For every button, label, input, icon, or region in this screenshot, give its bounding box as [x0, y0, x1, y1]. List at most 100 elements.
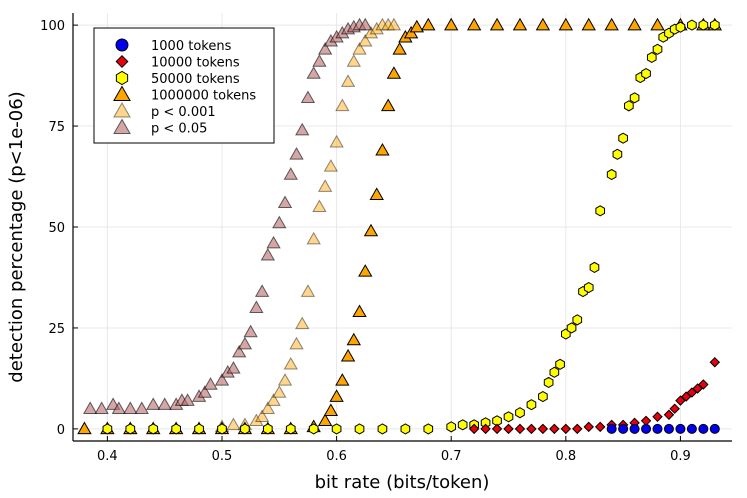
legend-marker	[115, 55, 129, 68]
data-point	[560, 423, 572, 435]
data-point	[687, 19, 697, 31]
data-point	[254, 284, 270, 297]
data-point	[148, 423, 159, 435]
data-point	[489, 17, 505, 31]
x-tick-label: 0.4	[97, 449, 118, 464]
data-point	[646, 51, 657, 63]
data-point	[606, 168, 617, 181]
data-point	[217, 423, 227, 435]
data-point	[444, 17, 459, 31]
data-point	[317, 42, 333, 55]
data-point	[698, 19, 709, 31]
data-point	[295, 122, 310, 136]
data-point	[663, 423, 674, 434]
y-tick-label: 75	[48, 120, 65, 135]
data-point	[285, 423, 296, 435]
data-point	[503, 423, 514, 435]
data-point	[526, 423, 537, 435]
x-tick-label: 0.6	[326, 449, 347, 464]
data-point	[698, 379, 709, 390]
legend-label: 1000000 tokens	[151, 89, 256, 104]
data-point	[480, 423, 491, 435]
data-point	[606, 423, 617, 434]
data-point	[243, 324, 258, 338]
data-point	[380, 98, 396, 112]
data-point	[386, 66, 402, 79]
data-point	[260, 401, 276, 414]
data-point	[306, 231, 321, 245]
data-point	[549, 366, 560, 378]
data-point	[514, 423, 526, 435]
data-point	[392, 42, 407, 55]
data-point	[503, 411, 514, 423]
data-point	[423, 423, 434, 435]
data-point	[226, 417, 241, 431]
data-point	[335, 98, 350, 112]
legend-label: 50000 tokens	[151, 72, 240, 87]
data-point	[375, 142, 390, 156]
data-point	[581, 17, 596, 31]
data-point	[612, 148, 623, 160]
data-point	[535, 17, 551, 31]
data-point	[300, 90, 316, 104]
data-point	[329, 389, 344, 402]
data-point	[627, 17, 642, 31]
data-point	[572, 423, 583, 435]
data-point	[446, 421, 457, 433]
data-point	[543, 376, 554, 389]
data-point	[308, 423, 319, 435]
data-point	[214, 373, 230, 386]
x-axis-label: bit rate (bits/token)	[315, 472, 490, 493]
data-point	[421, 17, 436, 31]
data-point	[346, 332, 361, 346]
data-point	[266, 393, 281, 406]
data-point	[583, 281, 594, 294]
data-point	[123, 401, 138, 414]
data-point	[549, 423, 560, 435]
legend-marker	[113, 118, 131, 135]
x-tick-label: 0.7	[441, 449, 462, 464]
data-point	[466, 17, 482, 31]
data-point	[335, 373, 350, 386]
legend-label: 10000 tokens	[151, 56, 240, 71]
data-point	[641, 423, 652, 434]
data-point	[171, 423, 181, 435]
data-point	[340, 74, 356, 87]
data-point	[558, 17, 574, 31]
legend-label: p < 0.001	[151, 105, 216, 120]
data-point	[312, 199, 327, 213]
data-point	[358, 33, 373, 47]
legend-marker	[115, 38, 129, 52]
data-point	[363, 223, 379, 237]
data-point	[312, 54, 327, 67]
data-point	[629, 92, 640, 104]
data-point	[352, 304, 367, 318]
data-point	[289, 336, 304, 350]
data-point	[692, 383, 703, 394]
series-0	[606, 423, 720, 434]
data-point	[323, 159, 339, 172]
data-point	[249, 300, 264, 313]
data-point	[537, 423, 549, 435]
legend-marker	[113, 85, 131, 102]
data-point	[709, 19, 720, 31]
data-point	[354, 423, 365, 435]
data-point	[652, 411, 663, 422]
data-point	[377, 423, 388, 435]
data-point	[403, 25, 419, 39]
y-axis-label: detection percentage (p<1e-06)	[6, 91, 27, 382]
data-point	[358, 17, 373, 31]
series-1	[468, 357, 721, 435]
data-point	[624, 100, 634, 112]
data-point	[468, 423, 480, 435]
data-point	[249, 413, 264, 427]
data-point	[675, 395, 686, 406]
y-tick-label: 50	[48, 221, 65, 236]
data-point	[266, 235, 281, 249]
axes: 0.4 0.5 0.6 0.7 0.8 0.9 0 25 50 75 100	[40, 13, 732, 464]
data-point	[300, 284, 316, 297]
data-point	[594, 421, 606, 433]
data-point	[352, 42, 367, 55]
data-point	[317, 179, 333, 192]
